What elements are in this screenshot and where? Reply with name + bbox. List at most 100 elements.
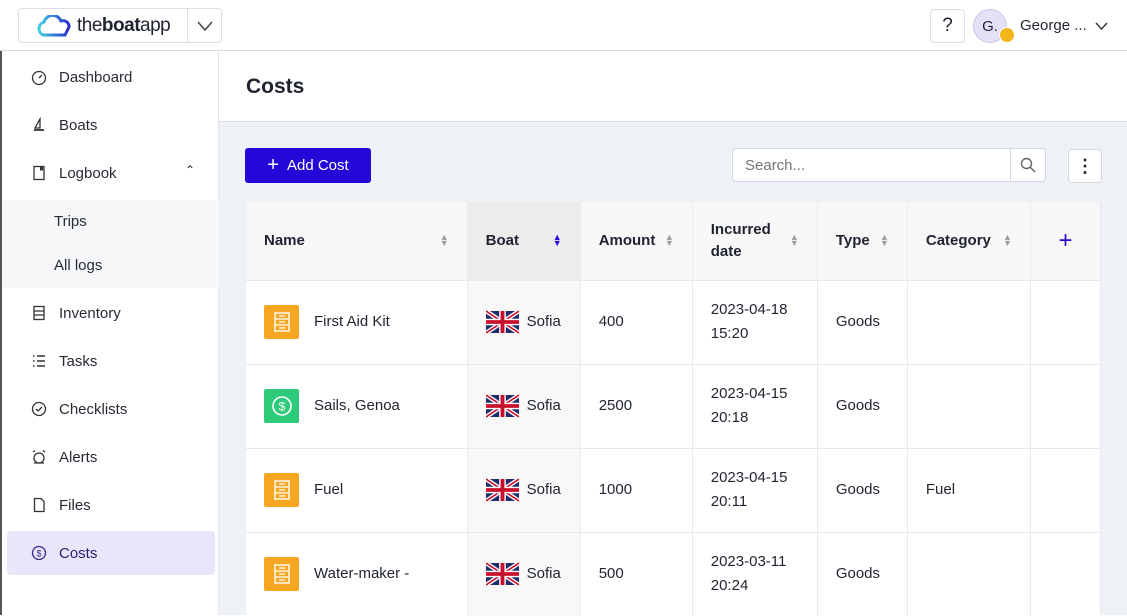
sort-icon[interactable]: ▲ ▼ bbox=[552, 232, 562, 248]
sort-icon[interactable]: ▲ ▼ bbox=[879, 232, 889, 248]
cell-boat: Sofia bbox=[467, 363, 581, 448]
add-cost-button[interactable]: + Add Cost bbox=[245, 148, 371, 183]
cloud-icon bbox=[37, 14, 71, 36]
inventory-icon bbox=[33, 305, 45, 321]
column-header-boat[interactable]: Boat ▲ ▼ bbox=[467, 202, 581, 280]
brand-switcher[interactable]: theboatapp bbox=[18, 8, 222, 43]
cost-type-icon bbox=[264, 305, 299, 339]
uk-flag-icon bbox=[485, 562, 519, 587]
boat-badge-icon bbox=[999, 27, 1015, 43]
inventory-icon bbox=[273, 480, 290, 500]
add-column-button[interactable]: + bbox=[1030, 202, 1102, 280]
logo: theboatapp bbox=[19, 9, 187, 42]
dollar-circle-icon: $ bbox=[31, 545, 47, 561]
sidebar-item-label: Tasks bbox=[59, 352, 98, 370]
cost-type-icon bbox=[264, 473, 299, 507]
dollar-icon: $ bbox=[271, 396, 292, 416]
cell-category bbox=[907, 279, 1031, 364]
search-button[interactable] bbox=[1010, 149, 1045, 181]
sidebar-item-label: Alerts bbox=[59, 448, 98, 466]
sidebar-item-trips[interactable]: Trips bbox=[54, 213, 87, 230]
search-icon bbox=[1020, 157, 1036, 173]
uk-flag-icon bbox=[485, 478, 519, 502]
sidebar-item-tasks[interactable]: Tasks bbox=[7, 339, 215, 383]
sailboat-icon bbox=[33, 117, 44, 131]
sidebar-item-label: Boats bbox=[59, 116, 98, 134]
sidebar-item-label: Inventory bbox=[59, 304, 121, 322]
svg-text:$: $ bbox=[36, 549, 41, 559]
column-header-name[interactable]: Name ▲ ▼ bbox=[246, 202, 468, 280]
cell-date: 2023-04-15 20:11 bbox=[692, 447, 818, 532]
cell-extra bbox=[1030, 279, 1102, 364]
sort-icon[interactable]: ▲ ▼ bbox=[664, 232, 674, 248]
plus-icon: + bbox=[1058, 226, 1073, 254]
search-box bbox=[732, 148, 1046, 182]
cell-extra bbox=[1030, 363, 1102, 448]
chevron-down-icon bbox=[1095, 22, 1108, 30]
sidebar-item-label: Costs bbox=[59, 544, 98, 562]
column-header-incurred-date[interactable]: Incurred date ▲ ▼ bbox=[692, 202, 818, 280]
sidebar-item-label: Dashboard bbox=[59, 68, 133, 86]
list-icon bbox=[33, 355, 45, 367]
column-header-type[interactable]: Type ▲ ▼ bbox=[817, 202, 908, 280]
check-circle-icon bbox=[31, 401, 47, 417]
sidebar-item-dashboard[interactable]: Dashboard bbox=[7, 55, 215, 99]
file-icon bbox=[33, 497, 45, 513]
cell-name: $ Sails, Genoa bbox=[246, 363, 468, 448]
page-title: Costs bbox=[246, 75, 305, 98]
cell-type: Goods bbox=[817, 279, 908, 364]
inventory-icon bbox=[273, 312, 290, 332]
sidebar-item-all-logs[interactable]: All logs bbox=[54, 257, 103, 274]
cost-type-icon bbox=[264, 557, 299, 592]
cell-boat: Sofia bbox=[467, 447, 581, 532]
sort-icon[interactable]: ▲ ▼ bbox=[789, 232, 799, 248]
sidebar-item-label: Checklists bbox=[59, 400, 128, 418]
cost-type-icon: $ bbox=[264, 389, 299, 423]
sidebar-item-logbook[interactable]: Logbook ⌃ bbox=[7, 151, 215, 195]
cell-category bbox=[907, 531, 1031, 616]
cell-amount: 500 bbox=[580, 531, 693, 616]
sidebar-item-alerts[interactable]: Alerts bbox=[7, 435, 215, 479]
column-header-category[interactable]: Category ▲ ▼ bbox=[907, 202, 1031, 280]
table-row[interactable]: $ Sails, Genoa Sofia 2500 2023-04-15 20:18… bbox=[246, 363, 1102, 448]
uk-flag-icon bbox=[485, 394, 519, 418]
cell-category bbox=[907, 363, 1031, 448]
book-icon bbox=[33, 165, 45, 181]
chevron-down-icon[interactable] bbox=[187, 9, 221, 42]
cell-boat: Sofia bbox=[467, 279, 581, 364]
main-content: Costs +Add Cost ⋮ Name▲▼Boat▲▼Amount▲▼In… bbox=[219, 51, 1127, 616]
cell-extra bbox=[1030, 531, 1102, 616]
sort-icon[interactable]: ▲ ▼ bbox=[1003, 232, 1012, 248]
alarm-icon bbox=[32, 449, 46, 464]
cell-name: Water-maker - bbox=[246, 531, 468, 616]
sort-icon[interactable]: ▲ ▼ bbox=[439, 232, 449, 248]
sidebar-item-costs[interactable]: $ Costs bbox=[7, 531, 215, 575]
help-button[interactable]: ? bbox=[930, 9, 965, 43]
svg-text:$: $ bbox=[278, 400, 285, 414]
plus-icon: + bbox=[267, 154, 279, 176]
sidebar-item-boats[interactable]: Boats bbox=[7, 103, 215, 147]
cell-type: Goods bbox=[817, 363, 908, 448]
cell-amount: 1000 bbox=[580, 447, 693, 532]
sidebar-item-label: Logbook bbox=[59, 164, 117, 182]
cell-name: First Aid Kit bbox=[246, 279, 468, 364]
logbook-submenu: Trips All logs bbox=[2, 200, 219, 288]
more-options-button[interactable]: ⋮ bbox=[1068, 149, 1102, 183]
avatar[interactable]: G. bbox=[973, 9, 1007, 43]
table-row[interactable]: First Aid Kit Sofia 400 2023-04-18 15:20 … bbox=[246, 279, 1102, 364]
search-input[interactable] bbox=[733, 149, 1010, 181]
user-menu[interactable]: George ... bbox=[1020, 17, 1108, 34]
sidebar-item-label: Files bbox=[59, 496, 91, 514]
table-row[interactable]: Fuel Sofia 1000 2023-04-15 20:11 Goods Fu… bbox=[246, 447, 1102, 532]
cell-amount: 2500 bbox=[580, 363, 693, 448]
cell-date: 2023-03-11 20:24 bbox=[692, 531, 818, 616]
sidebar-item-files[interactable]: Files bbox=[7, 483, 215, 527]
cell-type: Goods bbox=[817, 447, 908, 532]
sidebar-item-inventory[interactable]: Inventory bbox=[7, 291, 215, 335]
cell-boat: Sofia bbox=[467, 531, 581, 616]
column-header-amount[interactable]: Amount ▲ ▼ bbox=[580, 202, 693, 280]
table-row[interactable]: Water-maker - Sofia 500 2023-03-11 20:24 … bbox=[246, 531, 1102, 616]
cell-amount: 400 bbox=[580, 279, 693, 364]
uk-flag-icon bbox=[485, 310, 519, 334]
sidebar-item-checklists[interactable]: Checklists bbox=[7, 387, 215, 431]
